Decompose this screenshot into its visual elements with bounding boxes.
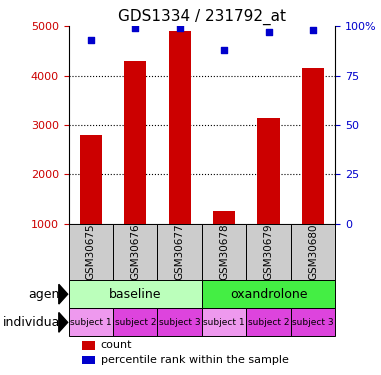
Bar [124,61,146,223]
Bar [113,224,157,280]
Bar [157,224,202,280]
Title: GDS1334 / 231792_at: GDS1334 / 231792_at [118,9,286,25]
Point [88,37,94,43]
Bar [291,308,335,336]
Bar [113,308,157,336]
Bar [69,308,113,336]
Text: GSM30680: GSM30680 [308,224,318,280]
Text: individual: individual [3,316,64,329]
Polygon shape [59,284,68,304]
Polygon shape [59,312,68,332]
Text: subject 3: subject 3 [159,318,200,327]
Text: subject 2: subject 2 [115,318,156,327]
Bar [202,280,335,308]
Text: percentile rank within the sample: percentile rank within the sample [101,355,288,365]
Text: GSM30677: GSM30677 [175,224,185,280]
Bar [302,68,324,224]
Text: subject 1: subject 1 [203,318,245,327]
Point [266,29,272,35]
Bar [157,308,202,336]
Text: agent: agent [28,288,64,301]
Point [221,47,227,53]
Text: subject 3: subject 3 [292,318,334,327]
Text: GSM30675: GSM30675 [86,224,96,280]
Bar [69,280,202,308]
Text: oxandrolone: oxandrolone [230,288,307,301]
Text: count: count [101,340,132,350]
Bar [247,224,291,280]
Bar [291,224,335,280]
Text: subject 2: subject 2 [248,318,289,327]
Point [177,25,183,31]
Bar [69,224,113,280]
Bar [247,308,291,336]
Text: subject 1: subject 1 [70,318,112,327]
Bar [258,117,280,224]
Text: GSM30676: GSM30676 [130,224,140,280]
Bar [213,211,235,223]
Point [310,27,316,33]
Text: GSM30679: GSM30679 [264,224,274,280]
Bar [82,356,95,364]
Bar [82,341,95,350]
Bar [168,31,191,224]
Point [132,25,138,31]
Bar [202,224,247,280]
Bar [202,308,247,336]
Text: GSM30678: GSM30678 [219,224,229,280]
Text: baseline: baseline [109,288,162,301]
Bar [80,135,102,224]
